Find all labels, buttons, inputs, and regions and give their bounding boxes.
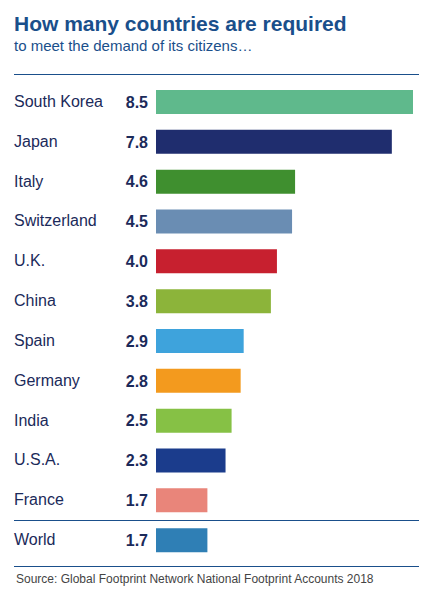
svg-text:Italy: Italy (14, 173, 43, 190)
svg-text:1.7: 1.7 (126, 532, 148, 549)
svg-text:2.3: 2.3 (126, 452, 148, 469)
svg-text:7.8: 7.8 (126, 134, 148, 151)
svg-text:China: China (14, 292, 56, 309)
html-text:Source: Global Footprint Netwo: Source: Global Footprint Network Nationa… (16, 572, 374, 586)
svg-text:India: India (14, 412, 49, 429)
svg-text:U.K.: U.K. (14, 252, 45, 269)
svg-text:Germany: Germany (14, 372, 80, 389)
svg-text:4.6: 4.6 (126, 173, 148, 190)
svg-text:World: World (14, 531, 56, 548)
svg-text:Spain: Spain (14, 332, 55, 349)
svg-text:2.9: 2.9 (126, 333, 148, 350)
svg-text:2.8: 2.8 (126, 373, 148, 390)
svg-text:4.5: 4.5 (126, 213, 148, 230)
svg-text:South Korea: South Korea (14, 93, 103, 110)
svg-text:8.5: 8.5 (126, 94, 148, 111)
svg-text:3.8: 3.8 (126, 293, 148, 310)
svg-text:4.0: 4.0 (126, 253, 148, 270)
svg-text:France: France (14, 491, 64, 508)
svg-text:Switzerland: Switzerland (14, 212, 97, 229)
html-text:to meet the demand of its citi: to meet the demand of its citizens… (14, 37, 253, 54)
html-text:How many countries are require: How many countries are required (14, 12, 347, 35)
svg-text:Japan: Japan (14, 133, 58, 150)
svg-text:U.S.A.: U.S.A. (14, 451, 60, 468)
svg-text:1.7: 1.7 (126, 492, 148, 509)
svg-text:2.5: 2.5 (126, 412, 148, 429)
